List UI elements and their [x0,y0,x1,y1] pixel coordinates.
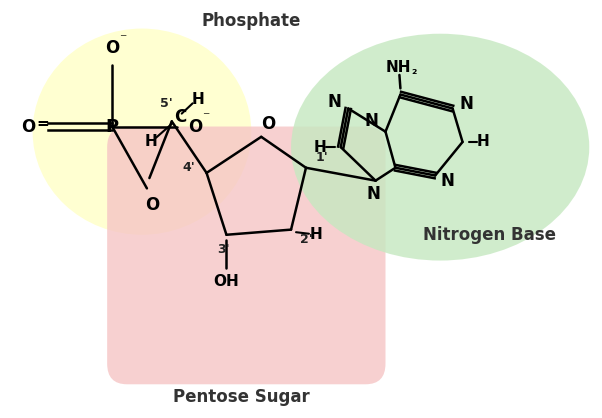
Text: H: H [314,140,326,155]
Ellipse shape [33,28,251,235]
Text: N: N [441,172,455,190]
Text: 3': 3' [218,243,231,256]
Text: O: O [105,39,119,57]
Text: N: N [459,95,473,113]
Text: =: = [36,117,49,131]
Text: N: N [327,93,341,111]
Ellipse shape [291,34,589,260]
Text: 4': 4' [183,161,196,174]
Text: ⁻: ⁻ [202,110,209,124]
Text: ₂: ₂ [412,64,417,77]
Text: N: N [366,184,380,203]
Text: O: O [144,196,159,214]
Text: 5': 5' [160,97,173,110]
Text: H: H [309,227,322,242]
Text: Pentose Sugar: Pentose Sugar [173,388,310,406]
Text: Nitrogen Base: Nitrogen Base [423,226,556,244]
Text: H: H [144,135,157,150]
FancyBboxPatch shape [107,127,385,384]
Text: O: O [188,117,203,135]
Text: H: H [477,135,490,150]
Text: OH: OH [214,274,240,289]
Text: O: O [22,117,36,135]
Text: H: H [191,92,204,107]
Text: 2': 2' [300,233,312,247]
Text: O: O [261,115,276,133]
Text: N: N [365,112,379,130]
Text: NH: NH [385,60,411,75]
Text: ⁻: ⁻ [119,32,127,46]
Text: C: C [175,108,187,126]
Text: Phosphate: Phosphate [202,12,301,30]
Text: P: P [105,117,119,135]
Text: 1': 1' [315,151,328,164]
